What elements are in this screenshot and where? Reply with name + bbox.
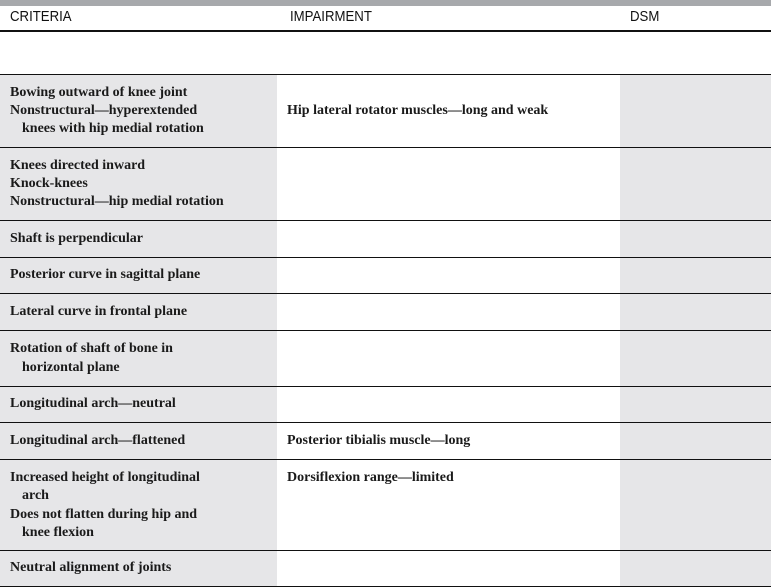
criteria-line: Knock-knees [10,175,88,191]
criteria-line: Posterior curve in sagittal plane [10,267,201,283]
dsm-cell [620,459,771,551]
criteria-line: Bowing outward of knee joint [10,84,188,100]
table-row: Longitudinal arch—neutral [0,386,771,423]
impairment-cell [277,550,620,587]
header-impairment: IMPAIRMENT [290,8,372,25]
dsm-cell [620,330,771,387]
impairment-cell [277,386,620,423]
criteria-line: Does not flatten during hip and [10,506,198,522]
criteria-line: Increased height of longitudinal [10,470,200,485]
criteria-cell: Longitudinal arch—flattened [0,422,277,460]
criteria-line: Lateral curve in frontal plane [10,303,188,319]
dsm-cell [620,220,771,258]
table-row: Longitudinal arch—flattened Posterior tib… [0,422,771,460]
table-row: Bowing outward of knee joint Nonstructura… [0,74,771,148]
header-dsm: DSM [630,8,660,25]
criteria-table: Bowing outward of knee joint Nonstructura… [0,74,771,587]
criteria-line: Nonstructural—hyperextended [10,102,198,118]
criteria-line: Longitudinal arch—neutral [10,396,176,412]
criteria-cell: Knees directed inward Knock-knees Nonstruc… [0,147,277,221]
criteria-cell: Increased height of longitudinal arch Does… [0,459,277,551]
criteria-cell: Shaft is perpendicular [0,220,277,258]
table-row: Shaft is perpendicular [0,220,771,258]
impairment-cell [277,220,620,258]
dsm-cell [620,422,771,460]
impairment-cell: Hip lateral rotator muscles—long and wea… [277,74,620,148]
criteria-line: Rotation of shaft of bone in [10,341,173,357]
criteria-line: Shaft is perpendicular [10,230,144,246]
table-row: Increased height of longitudinal arch Does… [0,459,771,551]
dsm-cell [620,550,771,587]
criteria-line: knee flexion [22,524,94,540]
dsm-cell [620,386,771,423]
criteria-cell: Longitudinal arch—neutral [0,386,277,423]
table-row: Neutral alignment of joints [0,550,771,587]
criteria-cell: Posterior curve in sagittal plane [0,257,277,294]
impairment-cell: Posterior tibialis muscle—long [277,422,620,460]
criteria-line: Neutral alignment of joints [10,560,172,576]
dsm-cell [620,257,771,294]
criteria-line: knees with hip medial rotation [22,121,204,137]
impairment-cell [277,147,620,221]
dsm-cell [620,74,771,148]
criteria-line: Knees directed inward [10,157,146,173]
criteria-cell: Rotation of shaft of bone in horizontal p… [0,330,277,387]
table-row: Posterior curve in sagittal plane [0,257,771,294]
dsm-cell [620,293,771,331]
criteria-line: arch [22,488,49,504]
criteria-line: horizontal plane [22,359,120,375]
criteria-line: Longitudinal arch—flattened [10,432,186,448]
table-row: Rotation of shaft of bone in horizontal p… [0,330,771,387]
table-row: Knees directed inward Knock-knees Nonstruc… [0,147,771,221]
dsm-cell [620,147,771,221]
criteria-cell: Lateral curve in frontal plane [0,293,277,331]
criteria-cell: Neutral alignment of joints [0,550,277,587]
table-row: Lateral curve in frontal plane [0,293,771,331]
header-divider [0,30,771,32]
header-criteria: CRITERIA [10,8,72,25]
criteria-line: Nonstructural—hip medial rotation [10,194,224,210]
top-band [0,0,771,6]
impairment-cell: Dorsiflexion range—limited [277,459,620,551]
criteria-cell: Bowing outward of knee joint Nonstructura… [0,74,277,148]
impairment-cell [277,257,620,294]
impairment-cell [277,293,620,331]
impairment-cell [277,330,620,387]
